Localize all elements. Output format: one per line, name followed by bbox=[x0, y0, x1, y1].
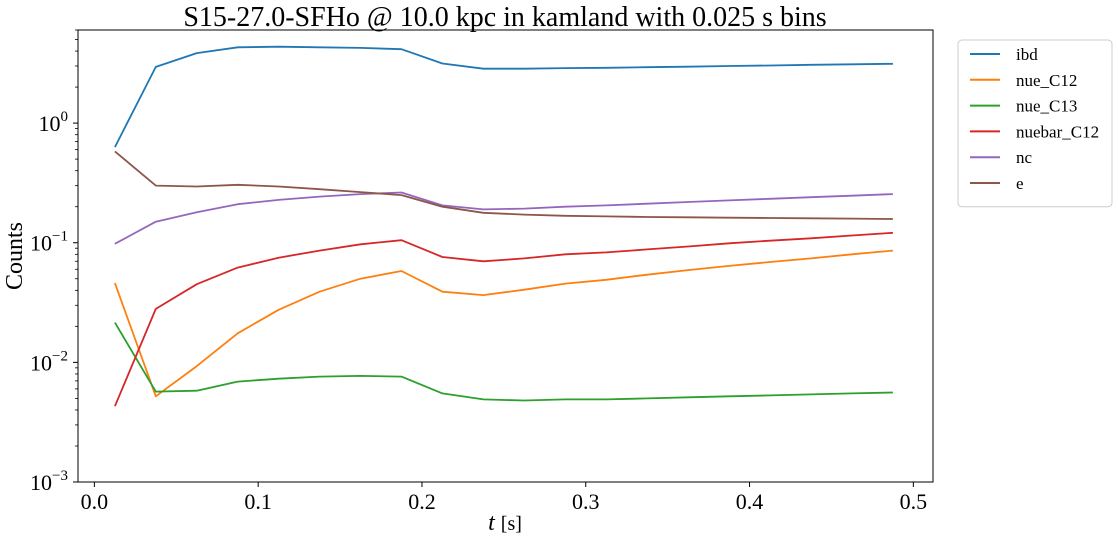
y-axis-label: Counts bbox=[2, 222, 28, 290]
legend-label: nuebar_C12 bbox=[1016, 122, 1099, 141]
x-tick-label: 0.2 bbox=[408, 489, 436, 514]
y-tick-exponent: −1 bbox=[52, 229, 68, 245]
y-tick-label: 10−1 bbox=[30, 229, 68, 256]
series-line-nc bbox=[114, 191, 893, 245]
x-tick-label: 0.5 bbox=[900, 489, 928, 514]
x-axis-label: t [s] bbox=[488, 510, 522, 536]
series-line-e bbox=[114, 150, 893, 220]
legend-label: nue_C12 bbox=[1016, 71, 1077, 90]
legend-label: e bbox=[1016, 174, 1024, 193]
legend-box bbox=[957, 39, 1113, 208]
x-tick-label: 0.3 bbox=[572, 489, 600, 514]
series-line-nuebar-c12 bbox=[114, 231, 893, 407]
y-tick-exponent: 0 bbox=[61, 109, 69, 125]
x-tick-label: 0.4 bbox=[736, 489, 764, 514]
x-axis-unit: [s] bbox=[501, 513, 522, 535]
y-tick-exponent: −2 bbox=[52, 348, 68, 364]
x-tick-label: 0.0 bbox=[81, 489, 109, 514]
y-tick-base: 10 bbox=[30, 231, 52, 256]
x-tick-label: 0.1 bbox=[244, 489, 272, 514]
series-line-nue-c12 bbox=[114, 249, 893, 398]
series-line-ibd bbox=[114, 45, 893, 148]
y-tick-exponent: −3 bbox=[52, 468, 68, 484]
y-tick-base: 10 bbox=[39, 111, 61, 136]
legend-label: nc bbox=[1016, 148, 1033, 167]
legend-label: nue_C13 bbox=[1016, 97, 1077, 116]
x-axis-var: t bbox=[488, 510, 496, 536]
y-tick-label: 100 bbox=[39, 109, 69, 136]
legend-label: ibd bbox=[1016, 45, 1038, 64]
series-line-nue-c13 bbox=[114, 322, 893, 402]
y-tick-label: 10−2 bbox=[30, 348, 68, 375]
plot-frame bbox=[77, 29, 934, 483]
y-tick-label: 10−3 bbox=[30, 468, 68, 495]
chart-title: S15-27.0-SFHo @ 10.0 kpc in kamland with… bbox=[183, 2, 826, 33]
y-tick-base: 10 bbox=[30, 350, 52, 375]
y-tick-base: 10 bbox=[30, 470, 52, 495]
plot-area bbox=[114, 45, 893, 407]
